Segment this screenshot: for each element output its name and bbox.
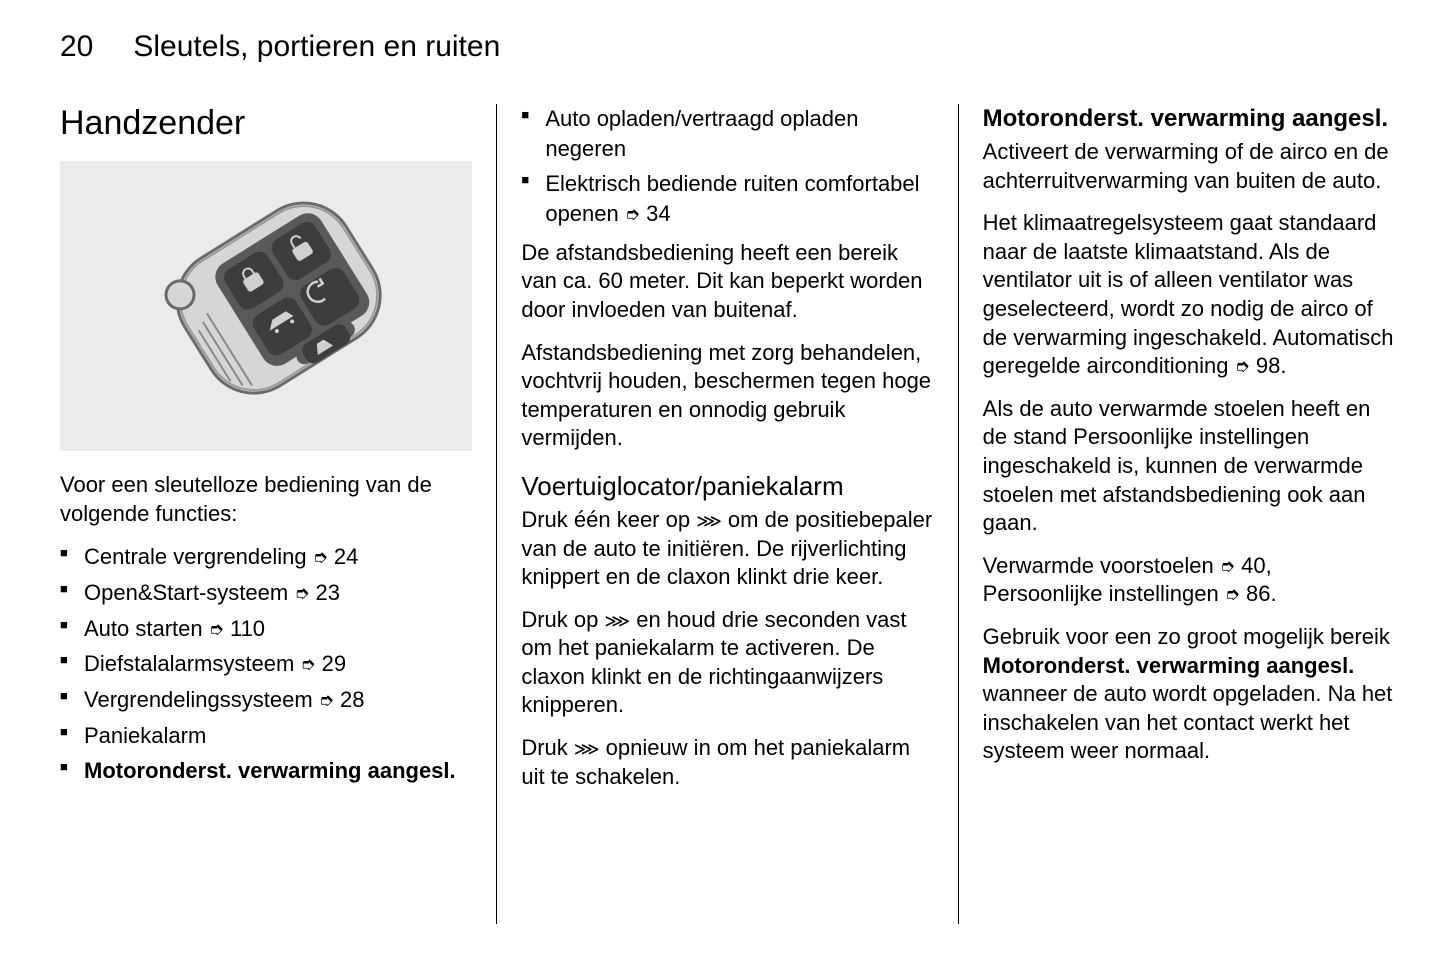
key-fob-svg bbox=[86, 161, 446, 451]
xref-icon: ➮ 24 bbox=[313, 544, 359, 569]
list-item: Diefstalalarmsysteem ➮ 29 bbox=[60, 649, 472, 679]
column-3: Motoronderst. verwarming aangesl. Active… bbox=[958, 104, 1395, 924]
xref-icon: ➮ 23 bbox=[294, 580, 340, 605]
body-text: Druk één keer op ⋙ om de positiebepaler … bbox=[521, 506, 933, 592]
list-item: Paniekalarm bbox=[60, 721, 472, 751]
list-item: Open&Start-systeem ➮ 23 bbox=[60, 578, 472, 608]
xref-icon: ➮ 98 bbox=[1235, 353, 1281, 378]
body-text: Druk ⋙ opnieuw in om het paniekalarm uit… bbox=[521, 734, 933, 791]
page: 20 Sleutels, portieren en ruiten Handzen… bbox=[0, 0, 1445, 965]
column-1: Handzender bbox=[60, 104, 496, 924]
list-item: Motoronderst. verwarming aangesl. bbox=[60, 756, 472, 786]
alarm-icon: ⋙ bbox=[574, 739, 600, 759]
body-text: Activeert de verwarming of de airco en d… bbox=[983, 138, 1395, 195]
xref-icon: ➮ 28 bbox=[319, 687, 365, 712]
list-item: Auto starten ➮ 110 bbox=[60, 614, 472, 644]
content-columns: Handzender bbox=[60, 104, 1395, 924]
intro-text: Voor een sleutelloze bediening van de vo… bbox=[60, 471, 472, 528]
body-text: Afstandsbediening met zorg behandelen, v… bbox=[521, 339, 933, 453]
alarm-icon: ⋙ bbox=[696, 511, 722, 531]
list-item: Centrale vergrendeling ➮ 24 bbox=[60, 542, 472, 572]
subheading-bold: Motoronderst. verwarming aangesl. bbox=[983, 104, 1395, 134]
list-item: Auto opladen/vertraagd opladen negeren bbox=[521, 104, 933, 163]
xref-icon: ➮ 40 bbox=[1220, 553, 1266, 578]
body-text: Gebruik voor een zo groot mogelijk berei… bbox=[983, 623, 1395, 766]
page-header: 20 Sleutels, portieren en ruiten bbox=[60, 30, 1395, 64]
xref-icon: ➮ 34 bbox=[625, 201, 671, 226]
functions-list-cont: Auto opladen/vertraagd opladen negeren E… bbox=[521, 104, 933, 229]
page-number: 20 bbox=[60, 30, 93, 64]
body-text: Het klimaatregelsysteem gaat standaard n… bbox=[983, 209, 1395, 381]
body-text: Verwarmde voorstoelen ➮ 40, Persoonlijke… bbox=[983, 552, 1395, 609]
key-fob-illustration bbox=[60, 161, 472, 451]
list-item: Elektrisch bediende ruiten comfortabel o… bbox=[521, 169, 933, 228]
subheading: Voertuiglocator/paniekalarm bbox=[521, 471, 933, 502]
list-item: Vergrendelingssysteem ➮ 28 bbox=[60, 685, 472, 715]
xref-icon: ➮ 110 bbox=[209, 616, 265, 641]
body-text: Druk op ⋙ en houd drie seconden vast om … bbox=[521, 606, 933, 720]
xref-icon: ➮ 86 bbox=[1225, 581, 1271, 606]
functions-list: Centrale vergrendeling ➮ 24 Open&Start-s… bbox=[60, 542, 472, 786]
chapter-title: Sleutels, portieren en ruiten bbox=[133, 30, 500, 64]
body-text: De afstandsbediening heeft een bereik va… bbox=[521, 239, 933, 325]
body-text: Als de auto verwarmde stoelen heeft en d… bbox=[983, 395, 1395, 538]
alarm-icon: ⋙ bbox=[604, 611, 630, 631]
xref-icon: ➮ 29 bbox=[300, 651, 346, 676]
column-2: Auto opladen/vertraagd opladen negeren E… bbox=[496, 104, 957, 924]
section-heading: Handzender bbox=[60, 104, 472, 143]
